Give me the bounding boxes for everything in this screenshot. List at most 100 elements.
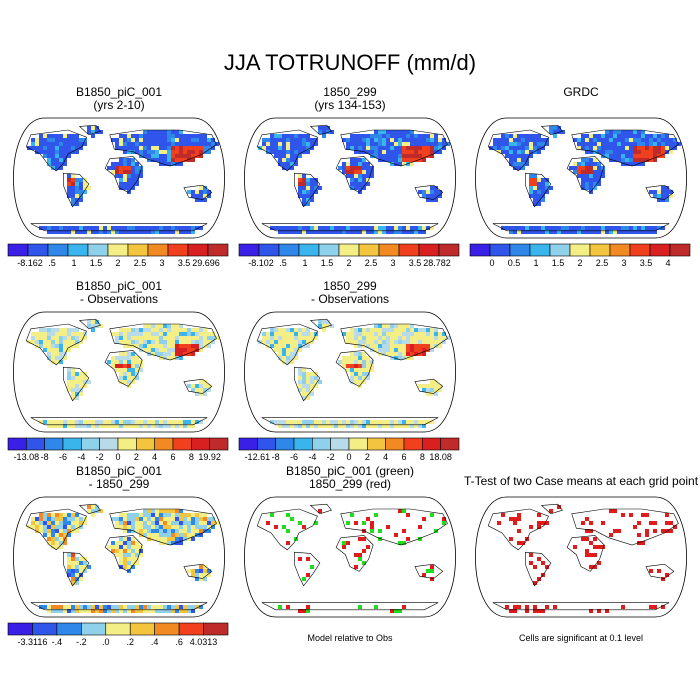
colorbar-tick-label: 1.5: [551, 258, 565, 268]
colorbar: -12.61 -8 -6 -4 -2 0 2 4 6 8 18.08: [238, 437, 460, 466]
colorbar-swatch: [338, 243, 360, 257]
page-title: JJA TOTRUNOFF (mm/d): [223, 50, 477, 75]
colorbar-swatch: [105, 622, 131, 636]
colorbar-swatch: [7, 437, 27, 451]
colorbar-tick-label: 1: [302, 258, 308, 268]
panel-title: T-Test of two Case means at each grid po…: [463, 474, 699, 488]
colorbar-swatch: [117, 437, 137, 451]
colorbar-tick-label: 1.5: [89, 258, 103, 268]
colorbar-tick-label: 0: [489, 258, 495, 268]
map: [475, 496, 687, 618]
colorbar-tick-label: 3: [621, 258, 627, 268]
colorbar-tick-label: -.2: [76, 637, 87, 647]
colorbar-tick-label: 19.92: [198, 452, 221, 462]
colorbar-swatch: [258, 243, 280, 257]
map: [244, 311, 456, 433]
colorbar-swatch: [178, 622, 204, 636]
map-frame: [244, 311, 456, 433]
map: [13, 117, 225, 239]
coastlines: [256, 503, 448, 611]
panel-title: B1850_piC_001 - 1850_299: [75, 464, 163, 491]
colorbar-swatch: [154, 622, 180, 636]
colorbar: -3.3116 -.4 -.2 .0 .2 .4 .6 4.0313: [7, 622, 229, 651]
colorbar-swatch: [56, 622, 82, 636]
coastlines: [256, 318, 448, 426]
map-svg: [13, 311, 225, 433]
colorbar-tick-label: 0: [115, 452, 121, 462]
map-cells: [489, 126, 681, 234]
colorbar-swatch: [589, 243, 611, 257]
colorbar-swatch: [469, 243, 491, 257]
colorbar-swatch: [187, 243, 209, 257]
colorbar-swatch: [422, 437, 441, 451]
colorbar-tick-label: .2: [126, 637, 134, 647]
colorbar-swatch: [67, 243, 89, 257]
map-frame: [475, 117, 687, 239]
colorbar-swatch: [81, 622, 107, 636]
colorbar-tick-label: 3.5: [408, 258, 422, 268]
colorbar-swatch: [330, 437, 350, 451]
panel-title: B1850_piC_001 - Observations: [75, 279, 163, 306]
colorbar-swatch: [7, 622, 33, 636]
colorbar-tick-label: 1: [533, 258, 539, 268]
colorbar-tick-label: 8: [419, 452, 425, 462]
colorbar-tick-label: 3.5: [639, 258, 653, 268]
colorbar-tick-label: 4: [383, 452, 389, 462]
panel-grdc-field: GRDC 0 0.5 1 1.5 2 2.5 3 3.5 4: [462, 86, 700, 276]
colorbar-swatch: [136, 437, 155, 451]
colorbar-tick-label: 1: [71, 258, 77, 268]
colorbar-swatch: [191, 437, 210, 451]
colorbar-swatch: [172, 437, 192, 451]
colorbar-tick-label: 29.696: [192, 258, 220, 268]
colorbar-tick-label: -12.61: [244, 452, 271, 462]
colorbar-swatch: [238, 437, 258, 451]
colorbar-tick-label: -6: [58, 452, 68, 462]
colorbar-tick-label: 0: [346, 452, 352, 462]
colorbar-swatch: [378, 243, 400, 257]
colorbar-tick-label: 6: [401, 452, 407, 462]
panel-title: 1850_299 - Observations: [310, 279, 390, 306]
colorbar-tick-label: .0: [102, 637, 110, 647]
colorbar-swatch: [44, 437, 64, 451]
colorbar-swatch: [438, 243, 460, 257]
coastlines: [487, 124, 679, 232]
colorbar-swatch: [629, 243, 651, 257]
map-frame: [13, 496, 225, 618]
map-cells: [27, 126, 219, 234]
colorbar-swatch: [99, 437, 119, 451]
colorbar-swatch: [549, 243, 571, 257]
map-frame: [13, 311, 225, 433]
map-svg: [475, 496, 687, 618]
map-svg: [13, 117, 225, 239]
map-cells: [258, 126, 450, 234]
colorbar-swatch: [312, 437, 331, 451]
colorbar-swatch: [87, 243, 109, 257]
colorbar-swatch: [348, 437, 368, 451]
colorbar-swatch: [509, 243, 531, 257]
colorbar-swatch: [107, 243, 129, 257]
colorbar-swatch: [489, 243, 511, 257]
colorbar-swatch: [26, 437, 45, 451]
map-cells: [497, 505, 677, 613]
map: [13, 496, 225, 618]
colorbar-swatch: [147, 243, 169, 257]
colorbar-swatch: [203, 622, 229, 636]
colorbar-tick-label: 4: [152, 452, 158, 462]
colorbar-tick-label: 3: [159, 258, 165, 268]
map-svg: [244, 311, 456, 433]
colorbar-swatch: [609, 243, 631, 257]
colorbar: -8.102 .5 1 1.5 2 2.5 3 3.5 28.782: [238, 243, 460, 272]
colorbar-tick-label: 2: [364, 452, 370, 462]
colorbar-tick-label: 4.0313: [189, 637, 218, 647]
colorbar-tick-label: 2.5: [364, 258, 378, 268]
colorbar-tick-label: 3.5: [177, 258, 191, 268]
map-svg: [244, 117, 456, 239]
colorbar-swatch: [649, 243, 671, 257]
colorbar-tick-label: 2: [346, 258, 352, 268]
colorbar-swatch: [129, 622, 155, 636]
colorbar-tick-label: -8.102: [248, 258, 274, 268]
panel-1850-minus-obs: 1850_299 - Observations -12.61 -8 -6 -4 -2 0 2 4…: [231, 280, 469, 470]
colorbar-tick-label: 6: [170, 452, 176, 462]
colorbar-tick-label: -6: [289, 452, 299, 462]
map-svg: [244, 496, 456, 618]
